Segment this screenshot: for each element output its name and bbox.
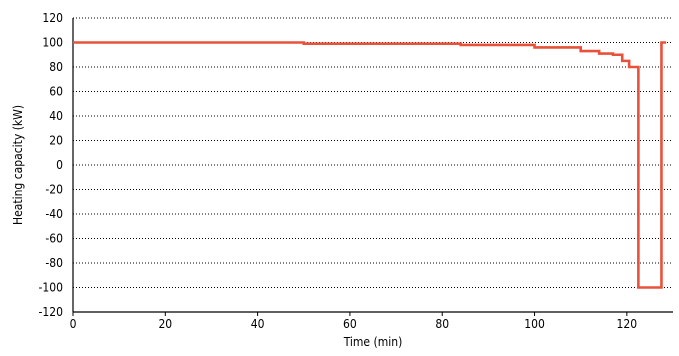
y-tick-label: -60 [45,232,63,246]
series-line [73,41,667,289]
y-tick-label: 100 [42,36,63,50]
x-axis-title: Time (min) [343,335,403,349]
y-tick-label: 80 [49,60,63,74]
y-tick-label: -40 [45,207,63,221]
x-tick-label: 100 [524,317,545,331]
x-tick-label: 20 [158,317,172,331]
y-axis-title: Heating capacity (kW) [11,105,25,225]
y-tick-label: -120 [39,305,64,319]
y-tick-label: 120 [42,11,63,25]
y-tick-label: 20 [49,134,63,148]
x-tick-label: 80 [435,317,449,331]
x-tick-label: 120 [617,317,638,331]
x-tick-label: 0 [70,317,77,331]
grid-lines [73,17,673,288]
tick-labels: -120 -100 -80 -60 -40 -20 0 20 40 60 80 100 120 0 20 40… [39,11,638,331]
series-layer [73,41,667,289]
y-tick-label: -20 [45,183,63,197]
x-tick-label: 60 [343,317,357,331]
y-tick-label: 60 [49,85,63,99]
y-tick-label: -100 [39,281,64,295]
axes [72,18,673,316]
x-tick-label: 40 [251,317,265,331]
y-tick-label: -80 [45,256,63,270]
y-tick-label: 0 [56,158,63,172]
y-tick-label: 40 [49,109,63,123]
